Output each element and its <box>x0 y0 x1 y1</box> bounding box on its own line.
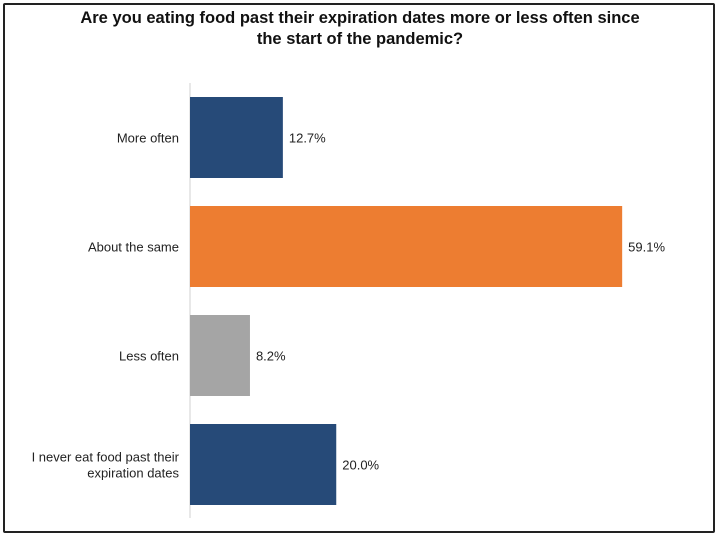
bar-3 <box>190 424 337 505</box>
value-label-3: 20.0% <box>342 458 379 473</box>
category-label-2-line-0: Less often <box>119 349 179 364</box>
category-label-1-line-0: About the same <box>88 240 179 255</box>
category-label-3-line-1: expiration dates <box>87 466 179 481</box>
category-label-0: More often <box>117 131 179 146</box>
bar-0 <box>190 97 283 178</box>
chart-title-line-1: Are you eating food past their expiratio… <box>80 9 640 27</box>
category-label-3: I never eat food past their expiration da… <box>32 450 180 481</box>
bars-group: 12.7% More often 59.1% About the same 8.2% Le… <box>32 97 665 505</box>
chart-title-line-2: the start of the pandemic? <box>256 30 464 48</box>
value-label-2: 8.2% <box>256 349 286 364</box>
chart-title: Are you eating food past their expiratio… <box>40 8 680 50</box>
category-label-2: Less often <box>119 349 179 364</box>
category-label-3-line-0: I never eat food past their <box>32 450 180 465</box>
category-label-0-line-0: More often <box>117 131 179 146</box>
value-label-0: 12.7% <box>289 131 326 146</box>
bar-2 <box>190 315 250 396</box>
bar-1 <box>190 206 623 287</box>
value-label-1: 59.1% <box>628 240 665 255</box>
category-label-1: About the same <box>88 240 179 255</box>
